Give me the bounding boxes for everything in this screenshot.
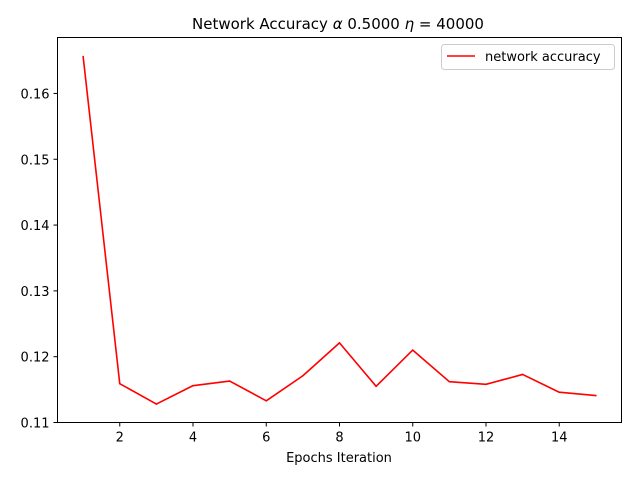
data-point	[375, 385, 377, 388]
data-point	[302, 374, 304, 377]
data-point	[118, 382, 121, 385]
data-point	[521, 373, 524, 376]
series-layer	[82, 55, 597, 405]
data-point	[595, 394, 597, 397]
data-point	[338, 342, 341, 344]
data-point	[228, 380, 231, 382]
data-point	[82, 55, 84, 58]
title-eta-symbol: η	[405, 15, 415, 33]
x-tick-label: 14	[551, 431, 568, 446]
legend-label-network-accuracy: network accuracy	[485, 50, 601, 65]
y-axis-ticks: 0.11 0.12 0.13 0.14 0.15 0.16	[21, 87, 58, 432]
legend-box	[441, 44, 615, 70]
title-alpha-symbol: α	[333, 15, 343, 33]
x-tick-label: 6	[262, 431, 270, 446]
data-point	[411, 349, 414, 351]
y-tick-label: 0.13	[21, 285, 50, 300]
x-tick-label: 8	[335, 431, 343, 446]
x-tick-label: 12	[478, 431, 495, 446]
x-tick-label: 2	[116, 431, 124, 446]
data-point	[192, 384, 194, 387]
plot-area-frame	[57, 37, 622, 423]
data-point	[558, 391, 561, 394]
title-alpha-value: 0.5000	[343, 15, 405, 33]
y-tick-label: 0.11	[21, 417, 50, 432]
x-axis-label: Epochs Iteration	[286, 451, 392, 466]
y-tick-label: 0.12	[21, 351, 50, 366]
x-tick-label: 4	[189, 431, 197, 446]
x-axis-ticks: 2 4 6 8 10 12 14	[116, 422, 568, 446]
data-point	[265, 399, 268, 402]
y-tick-label: 0.14	[21, 219, 50, 234]
title-prefix: Network Accuracy	[192, 15, 333, 33]
y-tick-label: 0.15	[21, 153, 50, 168]
data-point	[448, 380, 451, 383]
data-point	[155, 403, 158, 405]
chart-title: Network Accuracy α 0.5000 η = 40000	[192, 15, 484, 33]
legend: network accuracy	[441, 44, 615, 70]
x-tick-label: 10	[404, 431, 421, 446]
title-eta-value: = 40000	[414, 15, 484, 33]
y-tick-label: 0.16	[21, 87, 50, 102]
series-line-network-accuracy	[82, 56, 596, 405]
data-point	[485, 383, 487, 386]
